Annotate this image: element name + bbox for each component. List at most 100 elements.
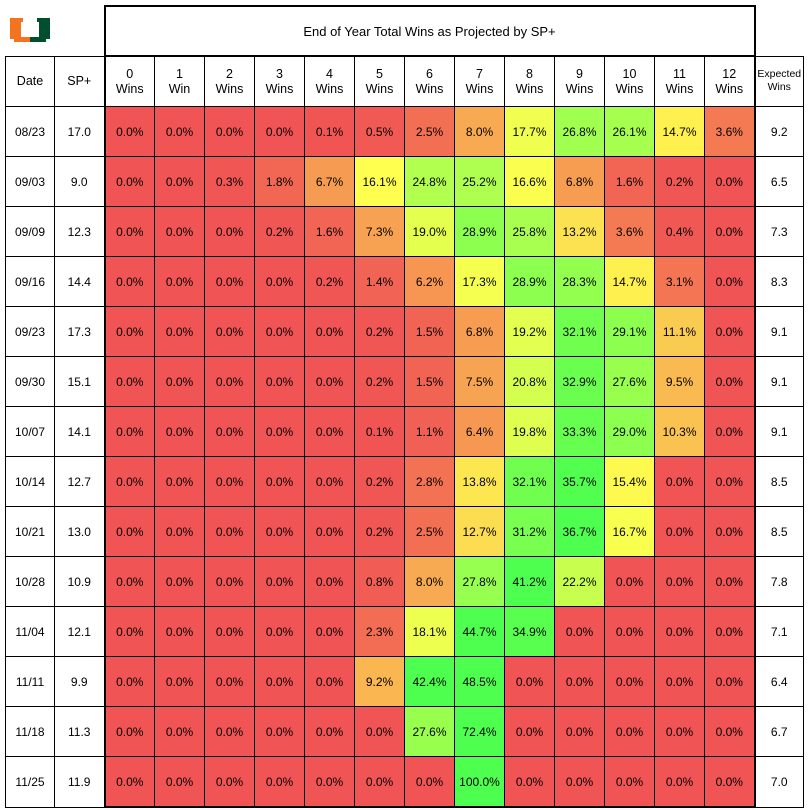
expected-wins-cell: 9.1: [754, 356, 804, 407]
probability-cell: 3.6%: [704, 106, 756, 157]
table-row: 09/03 9.0 0.0% 0.0% 0.3% 1.8% 6.7% 16.1% 24.8% 25…: [5, 156, 804, 207]
probability-cell: 8.0%: [454, 106, 505, 157]
probability-cell: 0.0%: [204, 556, 255, 607]
probability-cell: 0.0%: [254, 506, 305, 557]
probability-cell: 0.0%: [654, 456, 705, 507]
title-row: End of Year Total Wins as Projected by S…: [6, 5, 804, 57]
probability-cell: 33.3%: [554, 406, 605, 457]
probability-cell: 0.0%: [604, 656, 655, 707]
chart-title: End of Year Total Wins as Projected by S…: [103, 5, 756, 57]
probability-cell: 41.2%: [504, 556, 555, 607]
probability-cell: 0.0%: [254, 706, 305, 757]
probability-cell: 27.8%: [454, 556, 505, 607]
probability-cell: 2.8%: [404, 456, 455, 507]
probability-cell: 13.2%: [554, 206, 605, 257]
table-row: 10/07 14.1 0.0% 0.0% 0.0% 0.0% 0.0% 0.1% 1.1% 6.4…: [5, 406, 804, 457]
probability-cell: 0.0%: [204, 656, 255, 707]
probability-cell: 0.2%: [354, 356, 405, 407]
probability-cell: 0.0%: [604, 556, 655, 607]
probability-cell: 10.3%: [654, 406, 705, 457]
probability-cell: 12.7%: [454, 506, 505, 557]
probability-cell: 17.3%: [454, 256, 505, 307]
probability-cell: 1.4%: [354, 256, 405, 307]
probability-cell: 0.0%: [154, 106, 205, 157]
wins-projection-table: End of Year Total Wins as Projected by S…: [5, 5, 804, 808]
probability-cell: 0.0%: [154, 656, 205, 707]
probability-cell: 0.0%: [654, 506, 705, 557]
logo-spacer: [6, 6, 105, 56]
probability-cell: 1.1%: [404, 406, 455, 457]
table-row: 11/25 11.9 0.0% 0.0% 0.0% 0.0% 0.0% 0.0% 0.0% 100…: [5, 756, 804, 808]
date-cell: 10/28: [5, 556, 55, 607]
probability-cell: 6.8%: [554, 156, 605, 207]
probability-cell: 14.7%: [604, 256, 655, 307]
sp-rating-cell: 9.9: [54, 656, 105, 707]
table-row: 11/11 9.9 0.0% 0.0% 0.0% 0.0% 0.0% 9.2% 42.4% 48.…: [5, 656, 804, 707]
probability-cell: 18.1%: [404, 606, 455, 657]
date-cell: 11/04: [5, 606, 55, 657]
probability-cell: 0.4%: [654, 206, 705, 257]
sp-rating-cell: 10.9: [54, 556, 105, 607]
probability-cell: 0.0%: [704, 556, 756, 607]
probability-cell: 0.0%: [103, 606, 155, 657]
date-cell: 09/16: [5, 256, 55, 307]
probability-cell: 0.0%: [504, 706, 555, 757]
logo-base-left: [14, 37, 30, 42]
expected-wins-cell: 9.2: [754, 106, 804, 157]
probability-cell: 14.7%: [654, 106, 705, 157]
probability-cell: 6.7%: [304, 156, 355, 207]
expected-wins-cell: 9.1: [754, 306, 804, 357]
probability-cell: 19.0%: [404, 206, 455, 257]
probability-cell: 0.0%: [204, 256, 255, 307]
probability-cell: 29.0%: [604, 406, 655, 457]
probability-cell: 0.0%: [154, 456, 205, 507]
header-wins-11: 11 Wins: [654, 55, 705, 107]
probability-cell: 0.0%: [154, 556, 205, 607]
probability-cell: 0.0%: [704, 706, 756, 757]
probability-cell: 0.0%: [204, 756, 255, 808]
sp-rating-cell: 12.1: [54, 606, 105, 657]
header-wins-8: 8 Wins: [504, 55, 555, 107]
probability-cell: 0.0%: [204, 206, 255, 257]
probability-cell: 0.0%: [254, 606, 305, 657]
probability-cell: 0.0%: [154, 706, 205, 757]
probability-cell: 0.0%: [304, 456, 355, 507]
probability-cell: 0.0%: [654, 606, 705, 657]
header-date: Date: [5, 55, 55, 107]
probability-cell: 32.9%: [554, 356, 605, 407]
probability-cell: 0.0%: [204, 606, 255, 657]
probability-cell: 48.5%: [454, 656, 505, 707]
header-wins-12: 12 Wins: [704, 55, 756, 107]
sp-rating-cell: 11.9: [54, 756, 105, 808]
probability-cell: 0.0%: [304, 606, 355, 657]
probability-cell: 0.0%: [604, 706, 655, 757]
date-cell: 10/21: [5, 506, 55, 557]
logo-right-bar: [39, 21, 50, 39]
probability-cell: 19.8%: [504, 406, 555, 457]
header-wins-2: 2 Wins: [204, 55, 255, 107]
probability-cell: 0.0%: [154, 256, 205, 307]
date-cell: 10/07: [5, 406, 55, 457]
expected-wins-cell: 6.7: [754, 706, 804, 757]
probability-cell: 0.0%: [103, 756, 155, 808]
probability-cell: 28.9%: [454, 206, 505, 257]
date-cell: 09/23: [5, 306, 55, 357]
probability-cell: 0.0%: [304, 356, 355, 407]
table-row: 10/21 13.0 0.0% 0.0% 0.0% 0.0% 0.0% 0.2% 2.5% 12.…: [5, 506, 804, 557]
expected-wins-cell: 7.3: [754, 206, 804, 257]
probability-cell: 0.0%: [204, 506, 255, 557]
probability-cell: 0.0%: [154, 406, 205, 457]
probability-cell: 0.0%: [103, 506, 155, 557]
probability-cell: 0.0%: [504, 656, 555, 707]
probability-cell: 31.2%: [504, 506, 555, 557]
probability-cell: 0.0%: [254, 656, 305, 707]
table-row: 09/09 12.3 0.0% 0.0% 0.0% 0.2% 1.6% 7.3% 19.0% 28…: [5, 206, 804, 257]
expected-wins-cell: 7.0: [754, 756, 804, 808]
probability-cell: 0.0%: [304, 406, 355, 457]
probability-cell: 0.0%: [204, 456, 255, 507]
probability-cell: 0.0%: [154, 606, 205, 657]
header-wins-0: 0 Wins: [103, 55, 155, 107]
probability-cell: 0.5%: [354, 106, 405, 157]
probability-cell: 0.0%: [554, 656, 605, 707]
probability-cell: 0.0%: [304, 306, 355, 357]
